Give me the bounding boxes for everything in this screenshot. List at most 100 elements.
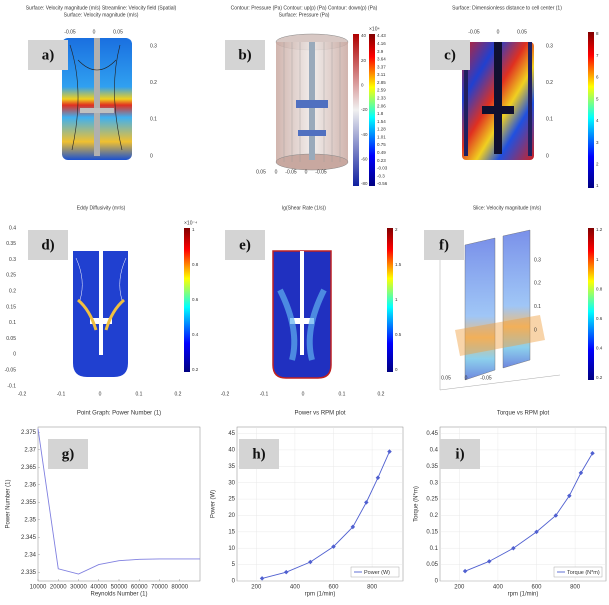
axis-tick-label: 0.15 <box>6 304 16 310</box>
x-tick-label: 800 <box>570 585 581 591</box>
y-axis-title: Power (W) <box>211 490 217 518</box>
axis-tick-label: 0 <box>546 153 549 159</box>
x-tick-label: 600 <box>329 585 340 591</box>
x-tick-label: 30000 <box>70 585 87 591</box>
colorbar-tick-label: -60 <box>361 157 368 162</box>
image-e <box>273 251 331 378</box>
y-tick-label: 20 <box>228 513 235 519</box>
chart-title: Torque vs RPM plot <box>497 411 550 417</box>
panel-label: i) <box>455 446 464 462</box>
y-tick-label: 0.45 <box>426 431 438 437</box>
y-tick-label: 0.2 <box>430 513 439 519</box>
axis-tick-label: -0.05 <box>480 375 492 381</box>
colorbar-tick-label: 1 <box>596 257 599 262</box>
colorbar-tick-label: 1 <box>395 297 398 302</box>
colorbar-tick-label: 3 <box>596 140 599 145</box>
panel-title: Surface: Velocity magnitude (m/s) Stream… <box>26 5 177 11</box>
colorbar <box>353 34 359 186</box>
panel-label: g) <box>62 446 75 462</box>
chart-title: Power vs RPM plot <box>294 411 345 417</box>
panel-title: Surface: Dimensionless distance to cell … <box>452 5 562 11</box>
chart: Point Graph: Power Number (1)2.3352.342.… <box>6 411 200 598</box>
panel-label: f) <box>439 237 449 253</box>
colorbar-tick-label: 0.2 <box>192 367 199 372</box>
colorbar-tick-label: 3.64 <box>377 57 386 62</box>
axis-tick-label: -0.1 <box>260 391 269 397</box>
axis-tick-label: 0.05 <box>113 29 123 35</box>
colorbar-tick-label: -0.56 <box>377 181 388 186</box>
y-tick-label: 0.3 <box>430 480 439 486</box>
colorbar-tick-label: 3.9 <box>377 49 384 54</box>
axis-tick-label: 0.4 <box>9 225 16 231</box>
y-tick-label: 0.1 <box>430 546 439 552</box>
colorbar-tick-label: 0.6 <box>192 297 199 302</box>
axis-tick-label: 0.2 <box>546 80 553 86</box>
y-tick-label: 0.05 <box>426 562 438 568</box>
colorbar-tick-label: 0.8 <box>192 262 199 267</box>
x-axis-title: rpm (1/min) <box>508 592 539 598</box>
colorbar-tick-label: 6 <box>596 75 599 80</box>
colorbar <box>369 34 375 186</box>
y-tick-label: 30 <box>228 480 235 486</box>
colorbar-tick-label: 0.4 <box>192 332 199 337</box>
colorbar-tick-label: 2.33 <box>377 96 386 101</box>
colorbar-tick-label: 2 <box>395 227 398 232</box>
axis-tick-label: -0.05 <box>468 29 480 35</box>
colorbar-tick-label: 40 <box>361 33 367 38</box>
panel-title: lg(Shear Rate (1/s)) <box>282 205 326 211</box>
y-tick-label: 2.355 <box>21 500 37 506</box>
colorbar-tick-label: 0.5 <box>395 332 402 337</box>
axis-tick-label: 0 <box>497 29 500 35</box>
y-tick-label: 40 <box>228 448 235 454</box>
x-tick-label: 40000 <box>90 585 107 591</box>
legend-label: Torque (N*m) <box>567 570 600 576</box>
axis-tick-label: 0 <box>275 169 278 175</box>
chart-title: Point Graph: Power Number (1) <box>77 411 161 417</box>
colorbar-tick-label: 1 <box>192 227 195 232</box>
axis-tick-label: 0.1 <box>150 117 157 123</box>
colorbar-tick-label: 7 <box>596 53 599 58</box>
colorbar-tick-label: 1.01 <box>377 134 386 139</box>
y-tick-label: 35 <box>228 464 235 470</box>
figure: Surface: Velocity magnitude (m/s) Stream… <box>0 0 609 605</box>
axis-tick-label: -0.05 <box>5 368 17 374</box>
axis-tick-label: 0.2 <box>9 289 16 295</box>
colorbar-tick-label: 0.2 <box>596 375 603 380</box>
image-d <box>73 251 128 377</box>
colorbar-tick-label: -0.03 <box>377 166 388 171</box>
colorbar-tick-label: 3.37 <box>377 64 386 69</box>
colorbar-tick-label: 8 <box>596 31 599 36</box>
axis-tick-label: 0.35 <box>6 241 16 247</box>
panel-label: e) <box>239 237 251 253</box>
x-tick-label: 400 <box>493 585 504 591</box>
axis-tick-label: 0.1 <box>136 391 143 397</box>
colorbar-tick-label: -0.3 <box>377 173 385 178</box>
colorbar-tick-label: 0.8 <box>596 286 603 291</box>
x-tick-label: 10000 <box>30 585 47 591</box>
colorbar-tick-label: -80 <box>361 181 368 186</box>
axis-tick-label: 0 <box>93 29 96 35</box>
y-tick-label: 10 <box>228 546 235 552</box>
panel-label: b) <box>238 47 251 63</box>
legend-label: Power (W) <box>364 570 390 576</box>
colorbar-tick-label: 0.75 <box>377 142 386 147</box>
y-tick-label: 45 <box>228 431 235 437</box>
axis-tick-label: 0 <box>13 352 16 358</box>
axis-tick-label: 0.05 <box>6 336 16 342</box>
axis-tick-label: 0.2 <box>150 80 157 86</box>
x-tick-label: 200 <box>454 585 465 591</box>
x-tick-label: 80000 <box>171 585 188 591</box>
colorbar-tick-label: 5 <box>596 96 599 101</box>
axis-tick-label: 0.2 <box>534 281 541 287</box>
axis-tick-label: -0.05 <box>285 169 297 175</box>
panel-title: Surface: Pressure (Pa) <box>279 12 330 18</box>
chart: Power vs RPM plot05101520253035404520040… <box>211 411 403 598</box>
colorbar-tick-label: 1 <box>596 183 599 188</box>
axis-tick-label: 0.05 <box>517 29 527 35</box>
colorbar-tick-label: 0.23 <box>377 158 386 163</box>
y-tick-label: 0.4 <box>430 448 439 454</box>
axis-tick-label: 0.2 <box>175 391 182 397</box>
y-tick-label: 0.15 <box>426 529 438 535</box>
colorbar-tick-label: 2.85 <box>377 80 386 85</box>
x-tick-label: 60000 <box>131 585 148 591</box>
